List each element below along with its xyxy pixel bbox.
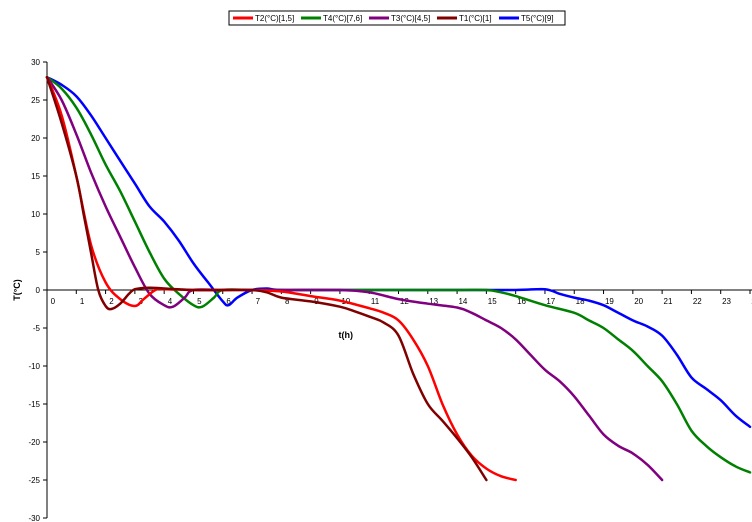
- x-tick-label: 0: [51, 297, 56, 306]
- x-tick-label: 5: [197, 297, 202, 306]
- x-tick-label: 21: [664, 297, 673, 306]
- y-tick-label: -20: [28, 438, 40, 447]
- x-tick-label: 17: [546, 297, 555, 306]
- x-tick-label: 22: [693, 297, 702, 306]
- x-tick-label: 2: [109, 297, 114, 306]
- series-lines: [45, 75, 752, 482]
- y-tick-label: -15: [28, 400, 40, 409]
- y-axis-label: T(°C): [12, 279, 22, 301]
- x-tick-label: 7: [256, 297, 261, 306]
- series-line-t4-c-7-6: [45, 75, 752, 474]
- legend-label-t5-c-9: T5(°C)[9]: [521, 14, 554, 23]
- y-tick-label: 0: [36, 286, 41, 295]
- x-tick-label: 4: [168, 297, 173, 306]
- series-line-t5-c-9: [45, 75, 752, 429]
- y-tick-label: -25: [28, 476, 40, 485]
- x-tick-label: 20: [634, 297, 643, 306]
- x-tick-label: 18: [576, 297, 585, 306]
- y-tick-label: -5: [33, 324, 41, 333]
- y-tick-label: 25: [31, 96, 40, 105]
- x-axis-label: t(h): [339, 330, 354, 340]
- legend-label-t1-c-1: T1(°C)[1]: [459, 14, 492, 23]
- y-tick-label: -10: [28, 362, 40, 371]
- series-line-t1-c-1: [45, 75, 488, 482]
- series-line-t3-c-4-5: [45, 75, 664, 482]
- y-tick-label: 30: [31, 58, 40, 67]
- x-tick-label: 14: [458, 297, 467, 306]
- legend-box: [228, 10, 566, 26]
- x-tick-label: 19: [605, 297, 614, 306]
- y-tick-label: 20: [31, 134, 40, 143]
- x-tick-label: 15: [488, 297, 497, 306]
- x-tick-label: 11: [371, 297, 380, 306]
- legend-label-t2-c-1-5: T2(°C)[1,5]: [255, 14, 294, 23]
- x-tick-label: 12: [400, 297, 409, 306]
- y-tick-label: -30: [28, 514, 40, 522]
- y-tick-label: 5: [36, 248, 41, 257]
- y-tick-label: 15: [31, 172, 40, 181]
- series-line-t2-c-1-5: [45, 75, 517, 482]
- x-tick-label: 16: [517, 297, 526, 306]
- x-tick-label: 13: [429, 297, 438, 306]
- legend: T2(°C)[1,5] T4(°C)[7,6] T3(°C)[4,5] T1(°C)[…: [228, 10, 566, 26]
- x-tick-label: 23: [722, 297, 731, 306]
- x-tick-label: 1: [80, 297, 85, 306]
- legend-label-t4-c-7-6: T4(°C)[7,6]: [323, 14, 362, 23]
- x-tick-label: 8: [285, 297, 290, 306]
- legend-label-t3-c-4-5: T3(°C)[4,5]: [391, 14, 430, 23]
- x-tick-label: 6: [226, 297, 231, 306]
- y-tick-label: 10: [31, 210, 40, 219]
